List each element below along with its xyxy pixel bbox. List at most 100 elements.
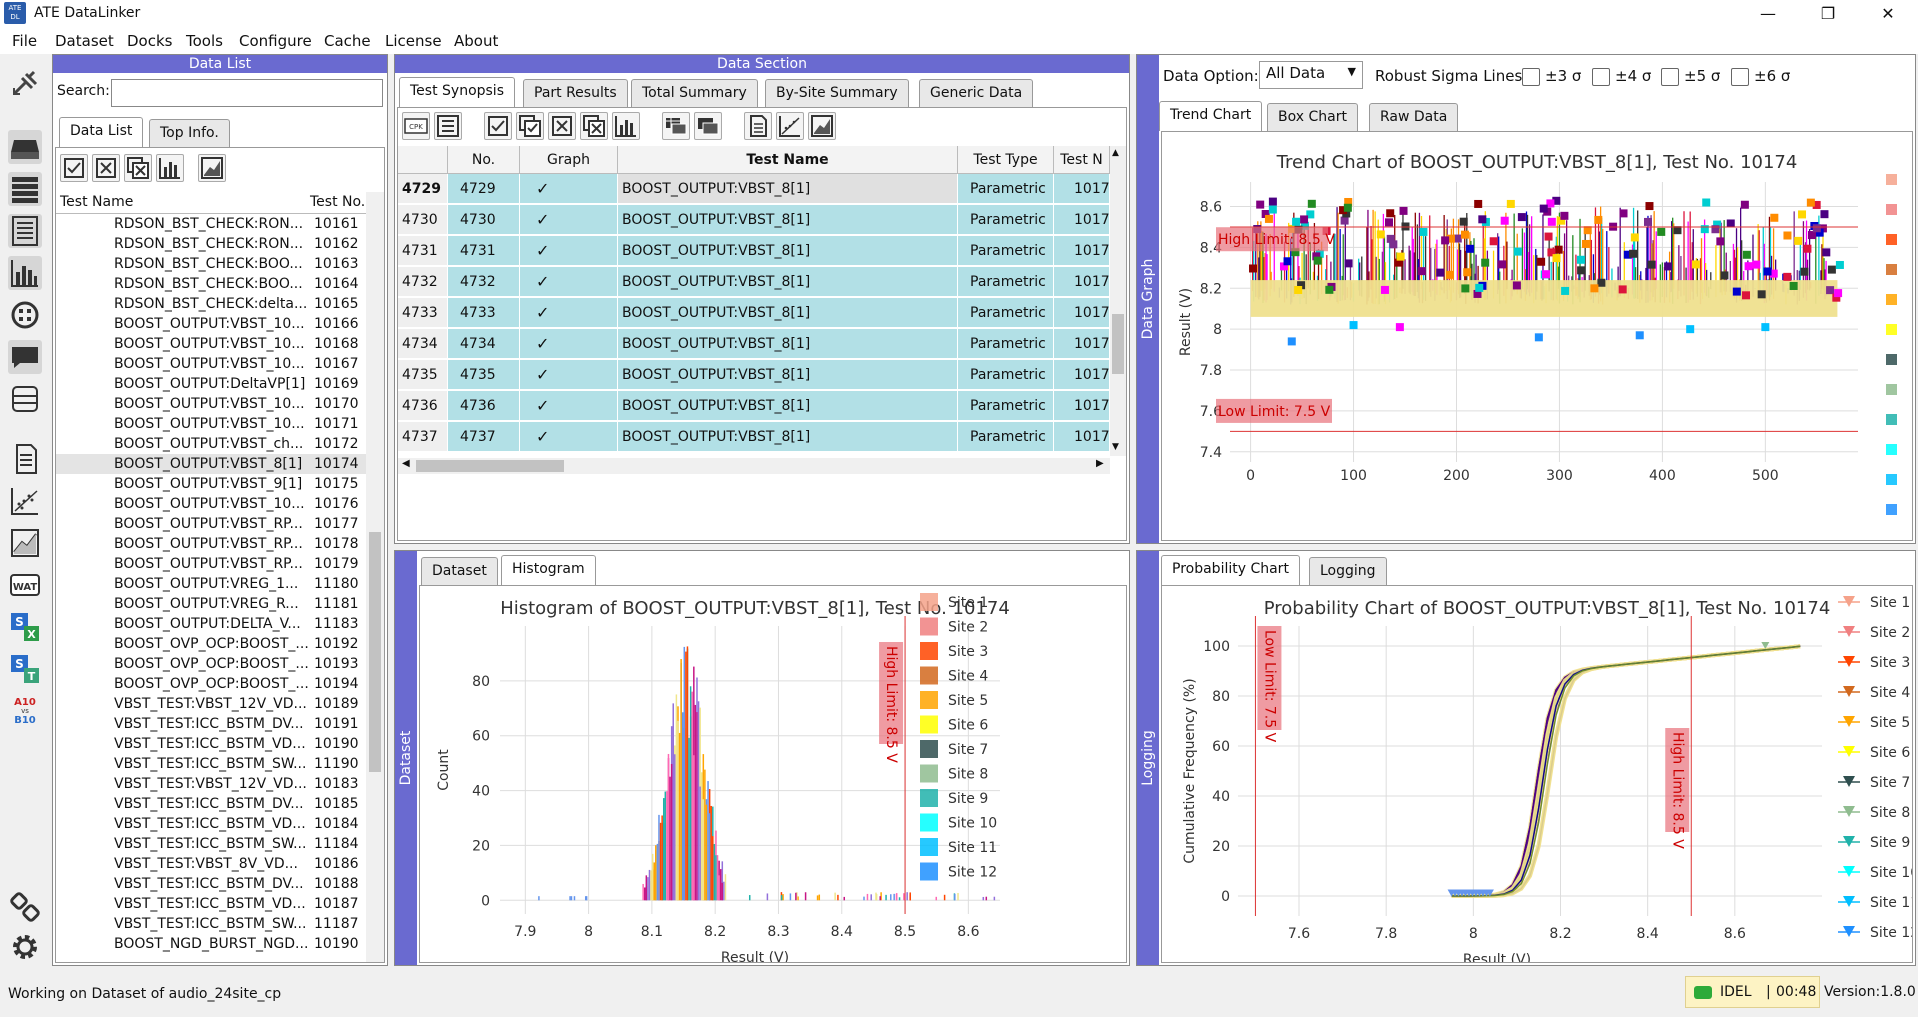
list-item[interactable]: RDSON_BST_CHECK:RON... 10161 — [56, 214, 366, 234]
table-row[interactable]: 4729 4729 ✓ BOOST_OUTPUT:VBST_8[1] Parametri… — [398, 174, 1110, 205]
plug-icon[interactable] — [8, 68, 42, 102]
export-chart-icon[interactable] — [198, 154, 226, 182]
search-input[interactable] — [111, 79, 383, 107]
sigma3-checkbox[interactable] — [1522, 68, 1540, 86]
col-test-number[interactable]: Test N — [1054, 146, 1110, 174]
list-item[interactable]: VBST_TEST:ICC_BSTM_VD... 10184 — [56, 814, 366, 834]
check-graph-icon[interactable] — [484, 112, 512, 140]
list-item[interactable]: BOOST_OUTPUT:VBST_8[1] 10174 — [56, 454, 366, 474]
menu-tools[interactable]: Tools — [186, 32, 223, 50]
tab-total-summary[interactable]: Total Summary — [631, 79, 758, 107]
list-item[interactable]: BOOST_OUTPUT:DeltaVP[1] 10169 — [56, 374, 366, 394]
menu-configure[interactable]: Configure — [239, 32, 312, 50]
regression-icon[interactable] — [776, 112, 804, 140]
col-index[interactable] — [398, 146, 448, 174]
tab-part-results[interactable]: Part Results — [523, 79, 628, 107]
report-icon[interactable] — [744, 112, 772, 140]
menu-file[interactable]: File — [12, 32, 38, 50]
list-item[interactable]: VBST_TEST:VBST_12V_VD... 10183 — [56, 774, 366, 794]
col-no[interactable]: No. — [448, 146, 520, 174]
minimize-icon[interactable]: — — [1760, 4, 1776, 23]
sigma5-checkbox[interactable] — [1661, 68, 1679, 86]
list-item[interactable]: BOOST_NGD_BURST_NGD... 10190 — [56, 934, 366, 954]
table-row[interactable]: 4736 4736 ✓ BOOST_OUTPUT:VBST_8[1] Parametri… — [398, 391, 1110, 422]
list-item[interactable]: BOOST_OUTPUT:VREG_1... 11180 — [56, 574, 366, 594]
maximize-icon[interactable]: ❐ — [1820, 4, 1836, 23]
synopsis-hscrollbar[interactable]: ◀ ▶ — [398, 458, 1110, 474]
chat-icon[interactable] — [8, 340, 42, 374]
menu-about[interactable]: About — [454, 32, 499, 50]
table-row[interactable]: 4730 4730 ✓ BOOST_OUTPUT:VBST_8[1] Parametri… — [398, 205, 1110, 236]
tab-logging[interactable]: Logging — [1309, 557, 1387, 585]
list-scroll-thumb[interactable] — [369, 532, 381, 772]
col-graph[interactable]: Graph — [520, 146, 618, 174]
menu-cache[interactable]: Cache — [324, 32, 371, 50]
menu-dataset[interactable]: Dataset — [55, 32, 114, 50]
list-item[interactable]: VBST_TEST:ICC_BSTM_VD... 10187 — [56, 894, 366, 914]
graph-checkbox[interactable]: ✓ — [536, 179, 550, 198]
grid-view-icon[interactable] — [662, 112, 690, 140]
list-item[interactable]: BOOST_OUTPUT:VBST_10... 10168 — [56, 334, 366, 354]
scatter-icon[interactable] — [8, 484, 42, 518]
synopsis-vscrollbar[interactable]: ▲ ▼ — [1110, 146, 1126, 456]
area-chart-icon[interactable] — [808, 112, 836, 140]
list-item[interactable]: RDSON_BST_CHECK:BOO... 10163 — [56, 254, 366, 274]
list-item[interactable]: BOOST_OUTPUT:VBST_10... 10170 — [56, 394, 366, 414]
scroll-down-icon[interactable]: ▼ — [1112, 442, 1119, 452]
list-icon[interactable] — [8, 172, 42, 206]
check-all-icon[interactable] — [60, 154, 88, 182]
menu-docks[interactable]: Docks — [127, 32, 173, 50]
clear-selection-icon[interactable] — [124, 154, 152, 182]
scroll-up-icon[interactable]: ▲ — [1112, 148, 1119, 158]
list-item[interactable]: BOOST_OUTPUT:VBST_RP... 10179 — [56, 554, 366, 574]
list-item[interactable]: VBST_TEST:VBST_8V_VD... 10186 — [56, 854, 366, 874]
list-item[interactable]: RDSON_BST_CHECK:RON... 10162 — [56, 234, 366, 254]
graph-checkbox[interactable]: ✓ — [536, 272, 550, 291]
table-icon[interactable] — [8, 214, 42, 248]
list-item[interactable]: VBST_TEST:ICC_BSTM_DV... 10191 — [56, 714, 366, 734]
cpk-icon[interactable]: CPK — [402, 112, 430, 140]
list-item[interactable]: VBST_TEST:ICC_BSTM_SW... 11187 — [56, 914, 366, 934]
table-row[interactable]: 4735 4735 ✓ BOOST_OUTPUT:VBST_8[1] Parametri… — [398, 360, 1110, 391]
tab-probability-chart[interactable]: Probability Chart — [1161, 555, 1300, 585]
list-item[interactable]: BOOST_OUTPUT:VBST_10... 10176 — [56, 494, 366, 514]
list-item[interactable]: BOOST_OVP_OCP:BOOST_... 10193 — [56, 654, 366, 674]
clear-graph-icon[interactable] — [580, 112, 608, 140]
tab-test-synopsis[interactable]: Test Synopsis — [399, 77, 515, 107]
list-item[interactable]: VBST_TEST:VBST_12V_VD... 10189 — [56, 694, 366, 714]
wafer-icon[interactable] — [8, 382, 42, 416]
list-item[interactable]: VBST_TEST:ICC_BSTM_VD... 10190 — [56, 734, 366, 754]
list-item[interactable]: VBST_TEST:ICC_BSTM_DV... 10188 — [56, 874, 366, 894]
col-test-no[interactable]: Test No. — [310, 194, 366, 210]
col-test-name[interactable]: Test Name — [618, 146, 958, 174]
list-item[interactable]: BOOST_OUTPUT:VBST_RP... 10178 — [56, 534, 366, 554]
drive-icon[interactable] — [8, 130, 42, 164]
tab-histogram[interactable]: Histogram — [501, 555, 596, 585]
synopsis-vscroll-thumb[interactable] — [1112, 314, 1124, 374]
list-item[interactable]: RDSON_BST_CHECK:delta... 10165 — [56, 294, 366, 314]
list-item[interactable]: BOOST_OVP_OCP:BOOST_... 10194 — [56, 674, 366, 694]
table-row[interactable]: 4732 4732 ✓ BOOST_OUTPUT:VBST_8[1] Parametri… — [398, 267, 1110, 298]
window-view-icon[interactable] — [694, 112, 722, 140]
gear-icon[interactable] — [8, 930, 42, 964]
table-row[interactable]: 4733 4733 ✓ BOOST_OUTPUT:VBST_8[1] Parametri… — [398, 298, 1110, 329]
globe-icon[interactable] — [8, 298, 42, 332]
list-item[interactable]: BOOST_OUTPUT:VBST_9[1] 10175 — [56, 474, 366, 494]
list-item[interactable]: BOOST_OUTPUT:VBST_RP... 10177 — [56, 514, 366, 534]
graph-checkbox[interactable]: ✓ — [536, 396, 550, 415]
graph-checkbox[interactable]: ✓ — [536, 334, 550, 353]
graph-checkbox[interactable]: ✓ — [536, 210, 550, 229]
list-item[interactable]: BOOST_OUTPUT:DELTA_V... 11183 — [56, 614, 366, 634]
histogram-icon[interactable] — [612, 112, 640, 140]
graph-checkbox[interactable]: ✓ — [536, 365, 550, 384]
col-test-type[interactable]: Test Type — [958, 146, 1054, 174]
uncheck-all-icon[interactable] — [92, 154, 120, 182]
list-item[interactable]: BOOST_OUTPUT:VBST_ch... 10172 — [56, 434, 366, 454]
close-icon[interactable]: ✕ — [1881, 4, 1895, 23]
list-item[interactable]: BOOST_OVP_OCP:BOOST_... 10192 — [56, 634, 366, 654]
tab-raw-data[interactable]: Raw Data — [1369, 103, 1459, 131]
link-icon[interactable] — [8, 890, 42, 924]
scroll-left-icon[interactable]: ◀ — [402, 458, 410, 469]
